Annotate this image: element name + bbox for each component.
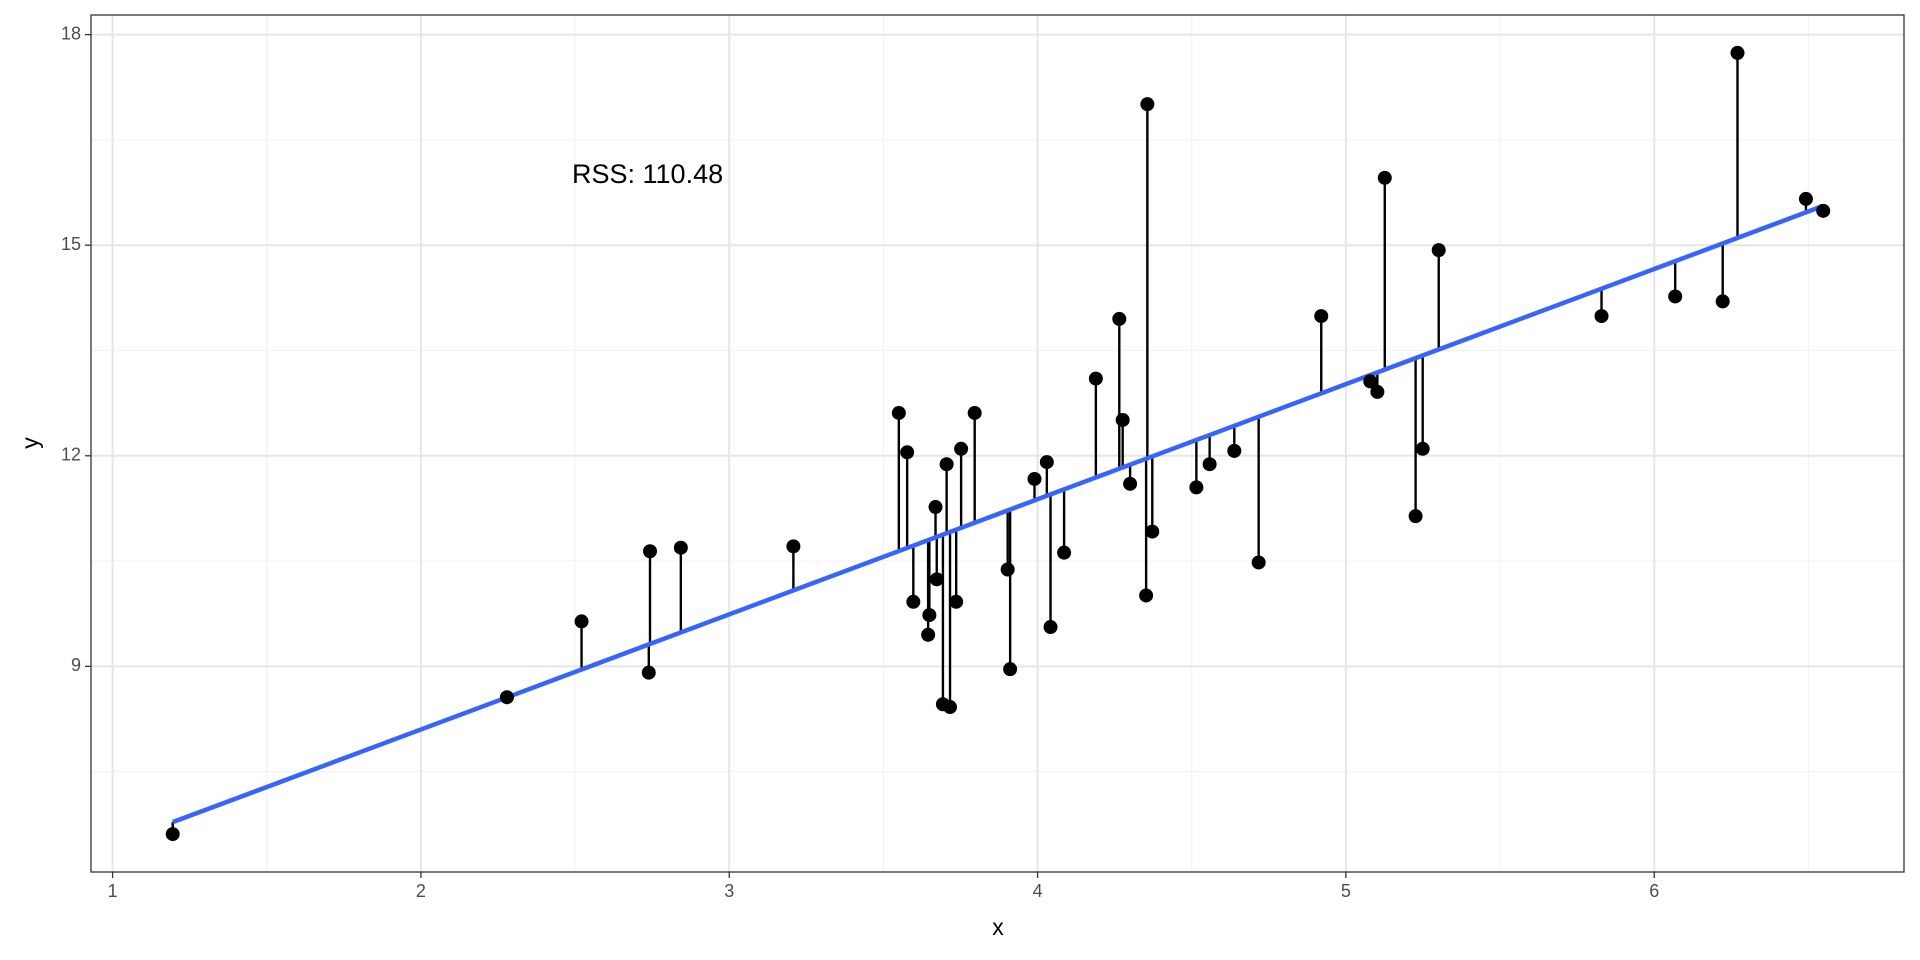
point bbox=[1431, 243, 1446, 258]
point bbox=[1370, 384, 1385, 399]
y-axis-title: y bbox=[17, 437, 43, 449]
panel-border bbox=[90, 14, 1905, 873]
point bbox=[1668, 289, 1683, 304]
point bbox=[1408, 509, 1423, 524]
point bbox=[673, 540, 688, 555]
point bbox=[1145, 524, 1160, 539]
point bbox=[1003, 662, 1018, 677]
point bbox=[1112, 311, 1127, 326]
plot-marks bbox=[165, 45, 1831, 842]
point bbox=[949, 594, 964, 609]
point bbox=[939, 457, 954, 472]
point bbox=[1251, 555, 1266, 570]
point bbox=[921, 627, 936, 642]
y-tick-label: 15 bbox=[61, 234, 81, 254]
x-tick-label: 4 bbox=[1033, 881, 1043, 901]
grid bbox=[91, 15, 1904, 872]
point bbox=[906, 594, 921, 609]
x-tick-label: 2 bbox=[416, 881, 426, 901]
y-tick-label: 9 bbox=[71, 655, 81, 675]
point bbox=[928, 500, 943, 515]
point bbox=[1816, 203, 1831, 218]
annotation: RSS: 110.48 bbox=[572, 159, 723, 189]
point bbox=[1227, 443, 1242, 458]
point bbox=[1115, 412, 1130, 427]
point bbox=[1202, 457, 1217, 472]
x-tick-label: 1 bbox=[108, 881, 118, 901]
point bbox=[1139, 588, 1154, 603]
point bbox=[943, 700, 958, 715]
point bbox=[1140, 97, 1155, 112]
point bbox=[1377, 170, 1392, 185]
point bbox=[1043, 620, 1058, 635]
point bbox=[922, 608, 937, 623]
point bbox=[1715, 294, 1730, 309]
point bbox=[900, 445, 915, 460]
point bbox=[1039, 455, 1054, 470]
point bbox=[641, 665, 656, 680]
point bbox=[1415, 441, 1430, 456]
x-tick-label: 3 bbox=[724, 881, 734, 901]
point bbox=[1363, 374, 1378, 389]
point bbox=[1057, 545, 1072, 560]
point bbox=[499, 690, 514, 705]
y-tick-label: 12 bbox=[61, 445, 81, 465]
point bbox=[1123, 476, 1138, 491]
x-tick-label: 6 bbox=[1649, 881, 1659, 901]
point bbox=[165, 827, 180, 842]
point bbox=[967, 405, 982, 420]
point bbox=[1088, 371, 1103, 386]
point bbox=[954, 441, 969, 456]
point bbox=[1000, 562, 1015, 577]
point bbox=[1314, 309, 1329, 324]
point bbox=[643, 544, 658, 559]
point bbox=[1189, 480, 1204, 495]
point bbox=[1730, 45, 1745, 60]
y-tick-label: 18 bbox=[61, 23, 81, 43]
fit-line bbox=[171, 203, 1825, 825]
point bbox=[1798, 191, 1813, 206]
point bbox=[1594, 309, 1609, 324]
x-axis-title: x bbox=[992, 914, 1004, 940]
x-tick-label: 5 bbox=[1341, 881, 1351, 901]
point bbox=[1027, 471, 1042, 486]
point bbox=[929, 572, 944, 587]
point bbox=[786, 539, 801, 554]
point bbox=[574, 614, 589, 629]
point bbox=[891, 405, 906, 420]
